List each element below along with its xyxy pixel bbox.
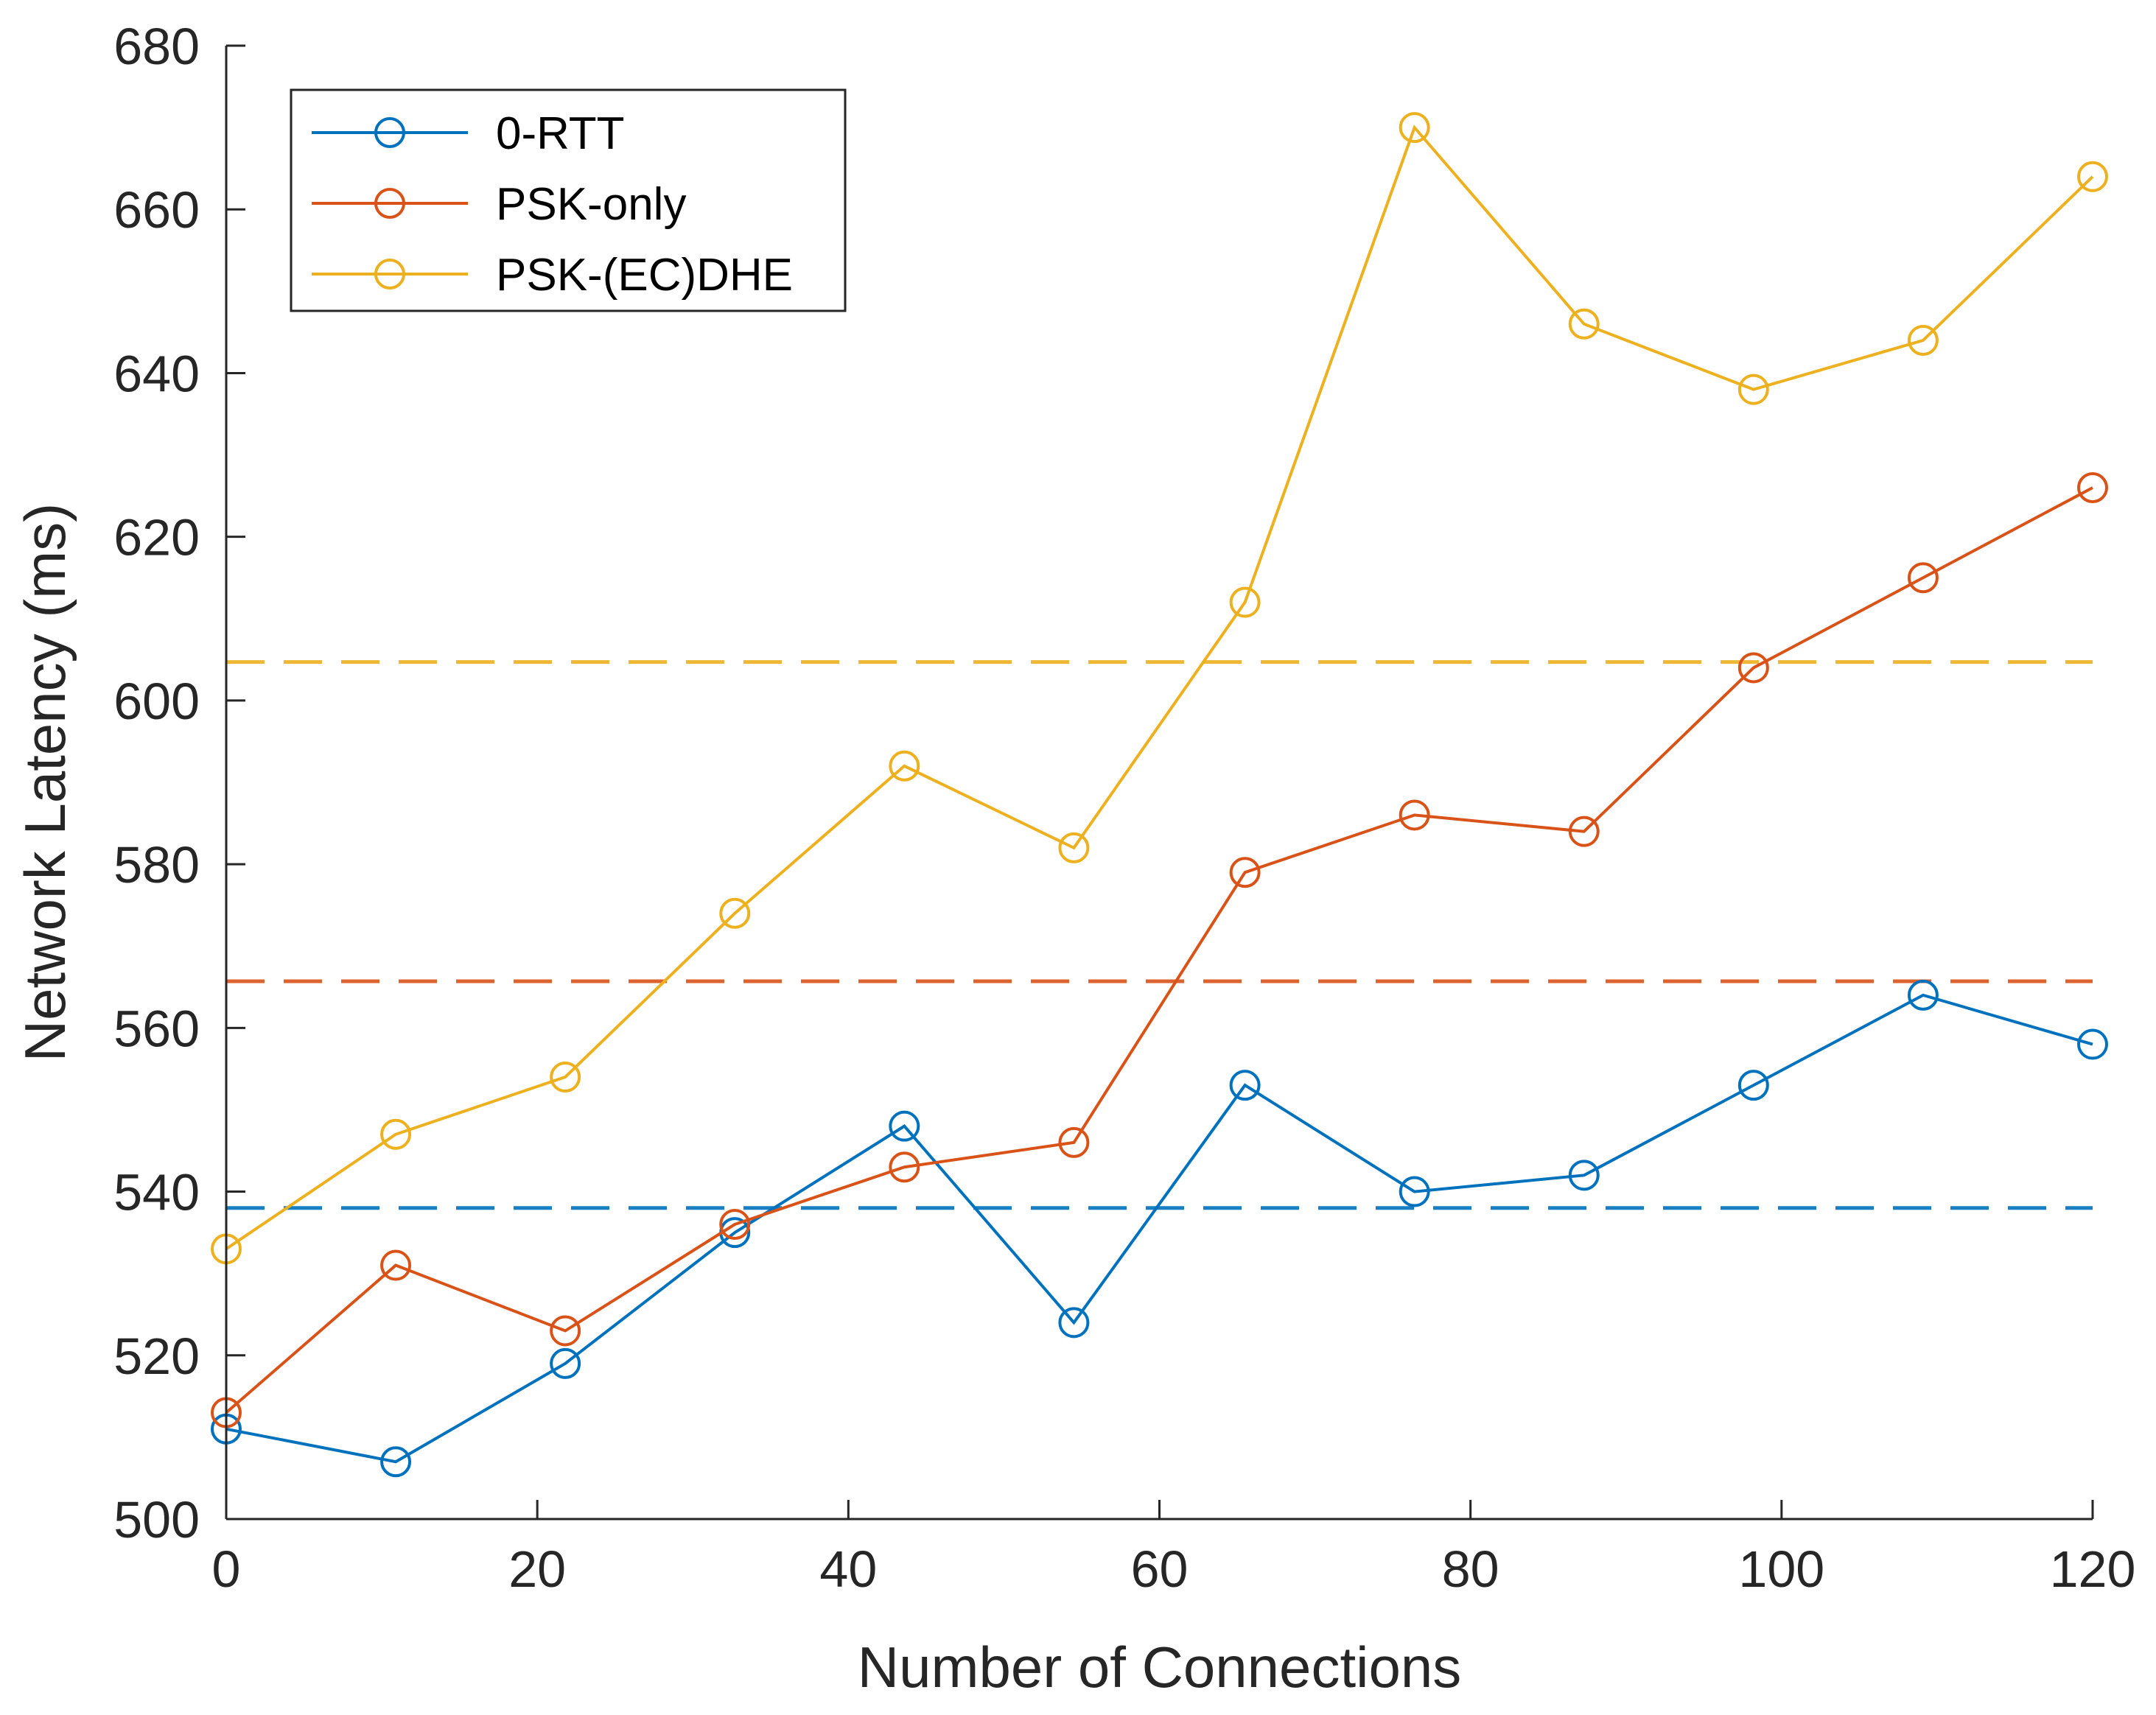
- legend-label-0: 0-RTT: [496, 108, 625, 159]
- data-point-0-8: [1568, 1160, 1600, 1191]
- data-point-2-9: [1737, 373, 1769, 405]
- data-point-0-11: [2077, 1028, 2108, 1060]
- y-tick-label: 520: [113, 1328, 200, 1385]
- x-tick-label: 120: [2050, 1540, 2136, 1598]
- y-tick-label: 660: [113, 181, 200, 239]
- data-point-1-9: [1737, 652, 1769, 684]
- data-point-1-8: [1568, 816, 1600, 847]
- data-point-2-10: [1907, 325, 1939, 356]
- mean-lines: [226, 660, 2093, 1210]
- x-tick-label: 80: [1442, 1540, 1499, 1598]
- data-point-0-5: [1058, 1307, 1090, 1339]
- series-line-1: [225, 486, 2093, 1414]
- data-point-1-5: [1058, 1126, 1090, 1158]
- data-point-2-4: [889, 750, 920, 782]
- y-tick-label: 620: [113, 509, 200, 567]
- data-point-2-3: [719, 897, 751, 929]
- data-point-1-11: [2077, 472, 2108, 503]
- series-line-0: [225, 993, 2093, 1464]
- data-point-1-2: [550, 1315, 581, 1347]
- x-axis-title: Number of Connections: [858, 1635, 1461, 1700]
- y-axis-title: Network Latency (ms): [13, 503, 77, 1062]
- data-point-1-7: [1399, 799, 1430, 831]
- data-point-2-1: [380, 1118, 412, 1150]
- data-point-1-6: [1229, 857, 1261, 888]
- series-2: [211, 112, 2108, 1265]
- y-tick-label: 540: [113, 1164, 200, 1221]
- data-point-1-4: [889, 1151, 920, 1183]
- x-tick-label: 40: [819, 1540, 877, 1598]
- data-point-0-7: [1399, 1176, 1430, 1207]
- data-point-2-6: [1229, 586, 1261, 618]
- legend: 0-RTT PSK-only PSK-(EC)DHE: [290, 88, 847, 312]
- legend-marker-2: [374, 259, 405, 290]
- data-point-1-10: [1907, 562, 1939, 594]
- data-point-1-1: [380, 1249, 412, 1281]
- y-tick-label: 640: [113, 345, 200, 402]
- x-tick-label: 20: [508, 1540, 566, 1598]
- data-point-0-2: [550, 1347, 581, 1379]
- legend-label-2: PSK-(EC)DHE: [496, 250, 793, 301]
- data-point-0-4: [889, 1110, 920, 1142]
- series-lines: [211, 112, 2108, 1478]
- series-line-2: [225, 124, 2094, 1250]
- y-tick-label: 560: [113, 1000, 200, 1057]
- data-point-0-10: [1907, 979, 1939, 1011]
- data-point-2-7: [1399, 112, 1430, 144]
- data-point-2-5: [1058, 832, 1090, 863]
- data-point-2-8: [1568, 308, 1600, 340]
- y-tick-label: 680: [113, 18, 200, 75]
- data-point-0-1: [380, 1446, 412, 1478]
- y-tick-label: 600: [113, 673, 200, 730]
- x-tick-label: 0: [212, 1540, 241, 1598]
- data-point-0-9: [1737, 1070, 1769, 1101]
- legend-marker-1: [374, 188, 405, 219]
- ticks: 0 20 40 60 80 100 120 500 520 540 560 580 600 620 640 6…: [113, 18, 2135, 1598]
- y-tick-label: 500: [113, 1491, 200, 1549]
- data-point-2-2: [550, 1062, 581, 1093]
- x-tick-label: 60: [1131, 1540, 1189, 1598]
- legend-label-1: PSK-only: [496, 179, 686, 230]
- y-tick-label: 580: [113, 836, 200, 894]
- data-point-0-6: [1229, 1070, 1261, 1101]
- data-point-1-3: [719, 1209, 751, 1240]
- series-1: [211, 472, 2108, 1428]
- x-tick-label: 100: [1738, 1540, 1824, 1598]
- legend-marker-0: [374, 117, 405, 148]
- data-point-2-11: [2077, 161, 2108, 192]
